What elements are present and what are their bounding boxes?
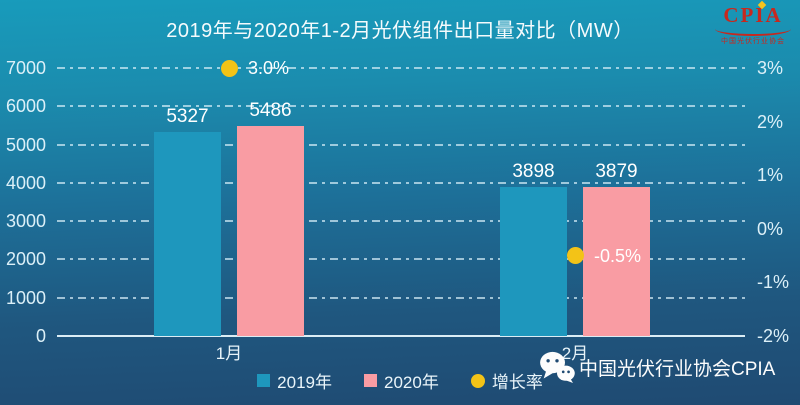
bar-y2019-1 xyxy=(154,132,221,336)
gridline-6000 xyxy=(57,105,745,108)
gridline-4000 xyxy=(57,181,745,184)
legend-item-growth: 增长率 xyxy=(470,368,543,393)
footer-text: 中国光伏行业协会CPIA xyxy=(579,358,776,380)
cpia-logo: CPIA 中国光伏行业协会 xyxy=(712,0,794,45)
wechat-icon xyxy=(540,351,575,383)
y-axis-right-tick-3: 3% xyxy=(757,58,784,78)
footer: 中国光伏行业协会CPIA xyxy=(539,351,775,383)
legend-label-2020: 2020年 xyxy=(384,373,439,392)
gridline-0 xyxy=(57,335,745,337)
cpia-logo-text: CPIA xyxy=(723,3,783,27)
gridline-5000 xyxy=(57,143,745,146)
y-axis-left-tick-1000: 1000 xyxy=(5,287,46,308)
cpia-logo-subtext: 中国光伏行业协会 xyxy=(721,38,785,45)
legend-item-2019: 2019年 xyxy=(257,368,332,393)
gridline-7000 xyxy=(57,67,745,69)
growth-rate-point-1 xyxy=(220,59,238,77)
y-axis-right-tick-0: 0% xyxy=(757,218,784,239)
growth-rate-label-2: -0.5% xyxy=(594,245,642,266)
y-axis-right-tick-1: 1% xyxy=(757,165,784,186)
cpia-arc xyxy=(715,22,791,36)
bar-value-label-y2019-2: 3898 xyxy=(512,160,555,182)
legend-label-growth: 增长率 xyxy=(491,373,543,392)
bar-value-label-y2020-1: 5486 xyxy=(249,99,292,121)
y-axis-left-tick-7000: 7000 xyxy=(5,58,46,78)
y-axis-right-tick-2: 2% xyxy=(757,111,784,132)
x-axis-category-2: 2月 xyxy=(561,344,589,363)
legend-item-2020: 2020年 xyxy=(364,368,439,393)
y-axis-right-tick--1: -1% xyxy=(757,272,790,293)
chart-title: 2019年与2020年1-2月光伏组件出口量对比（MW） xyxy=(166,20,634,42)
y-axis-right-tick--2: -2% xyxy=(757,326,790,346)
y-axis-left-tick-3000: 3000 xyxy=(5,211,46,232)
growth-rate-label-1: 3.0% xyxy=(248,58,290,78)
y-axis-left-tick-4000: 4000 xyxy=(5,172,46,193)
growth-rate-point-2 xyxy=(566,247,584,265)
bar-value-label-y2019-1: 5327 xyxy=(166,106,209,128)
bar-y2020-1 xyxy=(237,125,304,336)
gridline-1000 xyxy=(57,296,745,299)
y-axis-left-tick-5000: 5000 xyxy=(5,134,46,155)
y-axis-left-tick-0: 0 xyxy=(35,326,46,346)
bar-y2020-2 xyxy=(583,187,650,336)
legend-marker-2020 xyxy=(364,374,377,387)
bar-y2019-2 xyxy=(500,186,567,336)
legend: 2019年 2020年 增长率 xyxy=(0,368,800,393)
gridline-3000 xyxy=(57,220,745,223)
x-axis-category-1: 1月 xyxy=(215,344,243,363)
legend-marker-2019 xyxy=(257,374,271,387)
legend-marker-growth xyxy=(470,373,485,388)
legend-label-2019: 2019年 xyxy=(277,373,332,392)
gridline-2000 xyxy=(57,258,745,261)
bar-value-label-y2020-2: 3879 xyxy=(595,161,638,183)
y-axis-left-tick-6000: 6000 xyxy=(5,96,46,117)
y-axis-left-tick-2000: 2000 xyxy=(5,249,46,270)
